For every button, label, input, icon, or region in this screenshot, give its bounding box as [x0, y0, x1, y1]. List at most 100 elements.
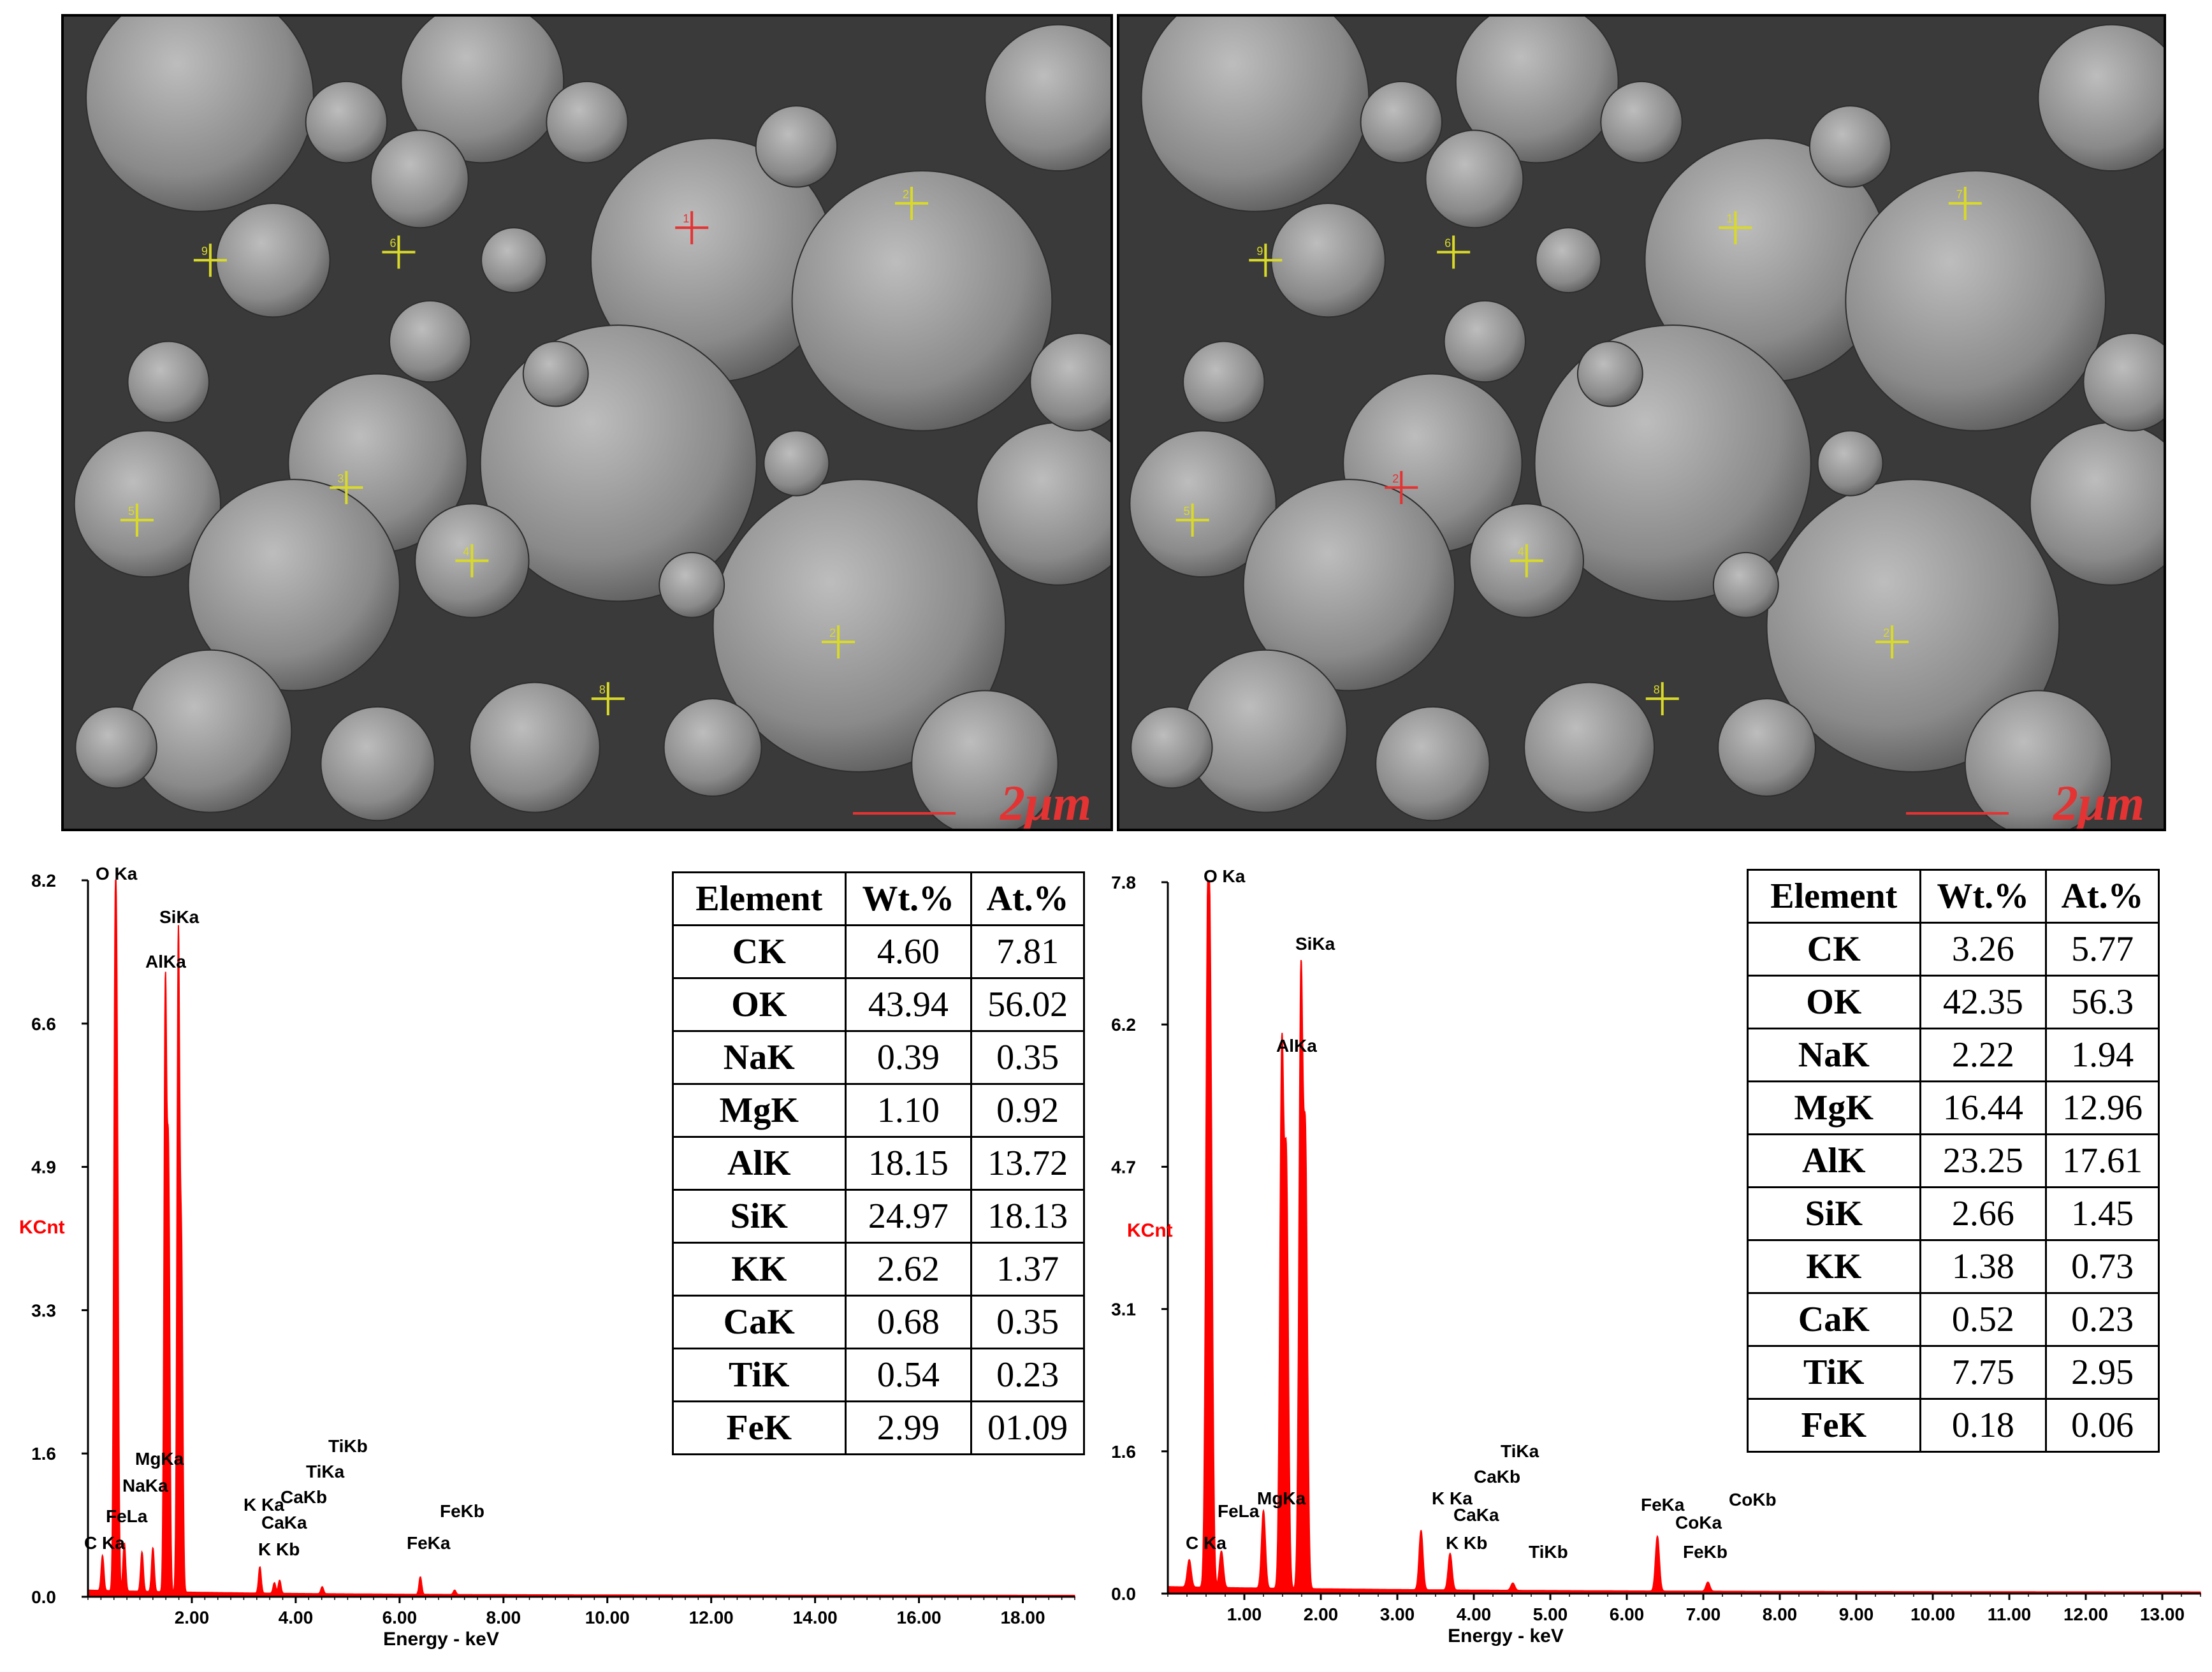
- x-tick-label: 1.00: [1227, 1604, 1262, 1624]
- wt-percent-cell: 0.39: [844, 1030, 973, 1085]
- peak-label: FeKa: [407, 1533, 451, 1553]
- wt-percent-cell: 1.38: [1919, 1239, 2048, 1294]
- point-marker: 2: [1875, 625, 1909, 658]
- at-percent-cell: 0.23: [970, 1348, 1085, 1402]
- point-marker: 5: [1175, 503, 1209, 537]
- point-marker: 3: [330, 470, 363, 504]
- element-cell: OK: [672, 977, 847, 1032]
- peak-label: FeKb: [1683, 1542, 1728, 1562]
- table-header: Wt.%: [844, 871, 973, 926]
- sem-micrograph-left: 1 2 6 9 3 5 4 2 8 2μm: [64, 17, 1110, 829]
- scale-bar-label: 2μm: [1000, 775, 1091, 829]
- particle: [659, 551, 725, 618]
- particle: [1712, 551, 1779, 618]
- point-marker: 4: [1510, 544, 1543, 578]
- element-cell: CK: [672, 924, 847, 979]
- peak-label: SiKa: [159, 907, 200, 927]
- particle: [522, 340, 589, 407]
- point-marker-label: 7: [1956, 188, 1963, 201]
- particle: [1455, 17, 1619, 164]
- point-marker: 1: [1719, 211, 1752, 245]
- wt-percent-cell: 18.15: [844, 1136, 973, 1191]
- y-tick-label: 6.6: [31, 1014, 56, 1034]
- scale-bar: 2μm: [853, 775, 1091, 829]
- peak-label: CoKa: [1675, 1513, 1722, 1532]
- table-row: NaK 2.22 1.94: [1747, 1028, 2160, 1082]
- element-cell: CaK: [672, 1295, 847, 1349]
- point-marker-label: 2: [829, 627, 836, 639]
- peak-label: TiKa: [1501, 1441, 1539, 1461]
- wt-percent-cell: 7.75: [1919, 1345, 2048, 1400]
- at-percent-cell: 0.35: [970, 1295, 1085, 1349]
- element-cell: NaK: [672, 1030, 847, 1085]
- peak-label: MgKa: [135, 1449, 184, 1469]
- particle: [1443, 300, 1526, 383]
- wt-percent-cell: 2.99: [844, 1400, 973, 1455]
- x-tick-label: 6.00: [1610, 1604, 1645, 1624]
- x-tick-label: 3.00: [1380, 1604, 1415, 1624]
- peak-label: CaKa: [261, 1513, 307, 1532]
- table-row: NaK 0.39 0.35: [672, 1030, 1085, 1085]
- table-row: FeK 2.99 01.09: [672, 1400, 1085, 1455]
- particle: [1535, 227, 1602, 294]
- y-tick-label: 7.8: [1111, 873, 1136, 892]
- y-tick-label: 8.2: [31, 871, 56, 891]
- at-percent-cell: 7.81: [970, 924, 1085, 979]
- x-axis-label: Energy - keV: [1448, 1625, 1564, 1647]
- table-row: CK 4.60 7.81: [672, 924, 1085, 979]
- point-marker: 9: [193, 244, 227, 277]
- particle: [1766, 479, 2060, 773]
- table-row: FeK 0.18 0.06: [1747, 1398, 2160, 1453]
- point-marker: 2: [822, 625, 855, 658]
- wt-percent-cell: 1.10: [844, 1083, 973, 1138]
- peak-label: C Ka: [84, 1533, 125, 1553]
- particle: [763, 430, 830, 497]
- point-marker-label: 2: [1392, 472, 1399, 485]
- table-row: CaK 0.52 0.23: [1747, 1292, 2160, 1347]
- wt-percent-cell: 42.35: [1919, 975, 2048, 1029]
- particle: [1845, 170, 2107, 432]
- at-percent-cell: 1.37: [970, 1242, 1085, 1297]
- peak-label: C Ka: [1186, 1533, 1226, 1553]
- at-percent-cell: 0.23: [2045, 1292, 2160, 1347]
- y-tick-label: 6.2: [1111, 1015, 1136, 1035]
- particle: [1524, 681, 1655, 813]
- element-cell: KK: [1747, 1239, 1921, 1294]
- sem-image-right: 1 7 6 9 2 5 4 2 8 2μm: [1117, 14, 2166, 831]
- x-tick-label: 10.00: [1910, 1604, 1955, 1624]
- particle: [187, 479, 400, 692]
- particle: [1964, 690, 2113, 829]
- at-percent-cell: 01.09: [970, 1400, 1085, 1455]
- peak-label: CoKb: [1729, 1490, 1777, 1509]
- peak-label: AlKa: [145, 952, 186, 971]
- peak-label: FeKa: [1641, 1495, 1685, 1515]
- particle: [791, 170, 1053, 432]
- point-marker-label: 6: [1444, 236, 1451, 249]
- y-tick-label: 0.0: [1111, 1584, 1136, 1604]
- point-marker: 8: [591, 682, 625, 716]
- peak-label: FeLa: [106, 1506, 148, 1526]
- particle: [215, 203, 331, 318]
- point-marker-label: 5: [128, 505, 135, 518]
- x-tick-label: 7.00: [1686, 1604, 1721, 1624]
- peak-label: TiKb: [1529, 1542, 1568, 1562]
- element-cell: CK: [1747, 922, 1921, 977]
- particle: [1030, 332, 1110, 432]
- table-row: MgK 16.44 12.96: [1747, 1080, 2160, 1135]
- peak-label: FeKb: [440, 1501, 484, 1521]
- wt-percent-cell: 2.22: [1919, 1028, 2048, 1082]
- peak-label: CaKa: [1453, 1505, 1499, 1525]
- y-tick-label: 4.9: [31, 1158, 56, 1177]
- at-percent-cell: 56.3: [2045, 975, 2160, 1029]
- x-tick-label: 4.00: [1457, 1604, 1492, 1624]
- table-row: AlK 18.15 13.72: [672, 1136, 1085, 1191]
- x-tick-label: 6.00: [382, 1608, 418, 1627]
- at-percent-cell: 0.73: [2045, 1239, 2160, 1294]
- peak-label: AlKa: [1276, 1036, 1317, 1056]
- table-header: At.%: [970, 871, 1085, 926]
- element-cell: FeK: [672, 1400, 847, 1455]
- at-percent-cell: 17.61: [2045, 1133, 2160, 1188]
- particle: [1130, 706, 1213, 789]
- particle: [370, 129, 469, 229]
- table-row: AlK 23.25 17.61: [1747, 1133, 2160, 1188]
